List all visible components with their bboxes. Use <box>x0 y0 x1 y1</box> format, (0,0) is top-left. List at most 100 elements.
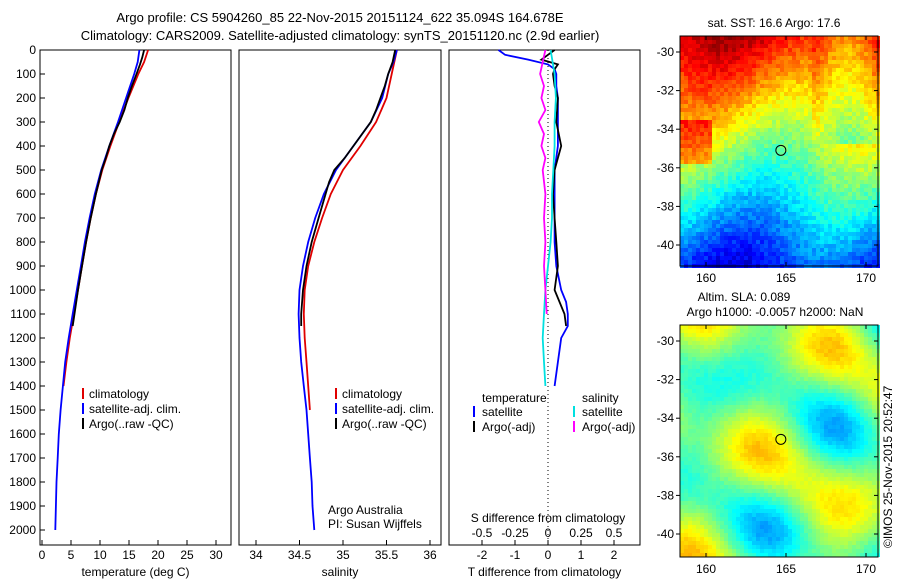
map-cell <box>792 196 796 200</box>
map-cell <box>796 529 800 533</box>
map-cell <box>684 553 688 557</box>
map-cell <box>700 232 704 236</box>
map-cell <box>776 497 780 501</box>
map-cell <box>848 192 852 196</box>
map-cell <box>812 357 816 361</box>
map-cell <box>800 200 804 204</box>
map-cell <box>848 232 852 236</box>
map-cell <box>840 108 844 112</box>
map-cell <box>796 357 800 361</box>
map-cell <box>752 437 756 441</box>
map-cell <box>680 489 684 493</box>
map-cell <box>684 192 688 196</box>
map-cell <box>732 517 736 521</box>
map-cell <box>716 545 720 549</box>
map-cell <box>796 136 800 140</box>
map-cell <box>824 204 828 208</box>
map-cell <box>744 445 748 449</box>
map-cell <box>688 397 692 401</box>
map-cell <box>692 144 696 148</box>
map-cell <box>776 224 780 228</box>
map-cell <box>796 493 800 497</box>
map-cell <box>708 236 712 240</box>
map-cell <box>776 485 780 489</box>
map-cell <box>852 200 856 204</box>
map-cell <box>684 549 688 553</box>
map-cell <box>712 92 716 96</box>
map-cell <box>784 212 788 216</box>
map-cell <box>760 72 764 76</box>
map-cell <box>808 537 812 541</box>
map-cell <box>760 96 764 100</box>
map-cell <box>692 513 696 517</box>
map-cell <box>760 244 764 248</box>
map-cell <box>840 216 844 220</box>
map-cell <box>864 204 868 208</box>
map-cell <box>724 36 728 40</box>
map-cell <box>760 180 764 184</box>
map-cell <box>692 349 696 353</box>
map-cell <box>740 196 744 200</box>
map-cell <box>700 505 704 509</box>
map-cell <box>800 461 804 465</box>
map-cell <box>716 136 720 140</box>
map-cell <box>724 341 728 345</box>
map-cell <box>716 36 720 40</box>
map-cell <box>700 76 704 80</box>
y-tick-label: 0 <box>29 43 36 57</box>
map-cell <box>852 92 856 96</box>
map-cell <box>808 461 812 465</box>
map-cell <box>704 433 708 437</box>
map-cell <box>772 545 776 549</box>
map-cell <box>692 473 696 477</box>
map-cell <box>784 421 788 425</box>
map-cell <box>780 345 784 349</box>
map-cell <box>700 40 704 44</box>
map-cell <box>812 208 816 212</box>
map-cell <box>776 413 780 417</box>
map-cell <box>824 120 828 124</box>
map-cell <box>716 493 720 497</box>
map-cell <box>812 329 816 333</box>
map-cell <box>716 417 720 421</box>
map-cell <box>828 80 832 84</box>
map-cell <box>816 140 820 144</box>
map-cell <box>736 184 740 188</box>
map-cell <box>760 224 764 228</box>
map-cell <box>732 64 736 68</box>
map-cell <box>780 248 784 252</box>
legend-swatch <box>82 403 84 414</box>
map-cell <box>772 517 776 521</box>
map-cell <box>800 44 804 48</box>
map-cell <box>696 132 700 136</box>
map-cell <box>816 80 820 84</box>
map-cell <box>684 401 688 405</box>
map-cell <box>716 521 720 525</box>
map-cell <box>692 204 696 208</box>
map-cell <box>776 457 780 461</box>
map-cell <box>804 397 808 401</box>
map-cell <box>784 160 788 164</box>
map-cell <box>684 345 688 349</box>
map-cell <box>748 433 752 437</box>
y-tick-label: 2000 <box>9 523 36 537</box>
map-cell <box>796 421 800 425</box>
map-cell <box>840 232 844 236</box>
map-cell <box>856 236 860 240</box>
map-cell <box>708 228 712 232</box>
map-cell <box>712 76 716 80</box>
y-tick-label: 500 <box>16 163 36 177</box>
map-cell <box>788 196 792 200</box>
map-cell <box>780 357 784 361</box>
map-cell <box>680 397 684 401</box>
map-cell <box>716 176 720 180</box>
map-cell <box>716 196 720 200</box>
map-cell <box>796 489 800 493</box>
map-cell <box>780 381 784 385</box>
map-cell <box>784 140 788 144</box>
map-cell <box>732 341 736 345</box>
map-cell <box>776 365 780 369</box>
map-cell <box>780 40 784 44</box>
legend-swatch <box>335 418 337 429</box>
map-cell <box>780 148 784 152</box>
